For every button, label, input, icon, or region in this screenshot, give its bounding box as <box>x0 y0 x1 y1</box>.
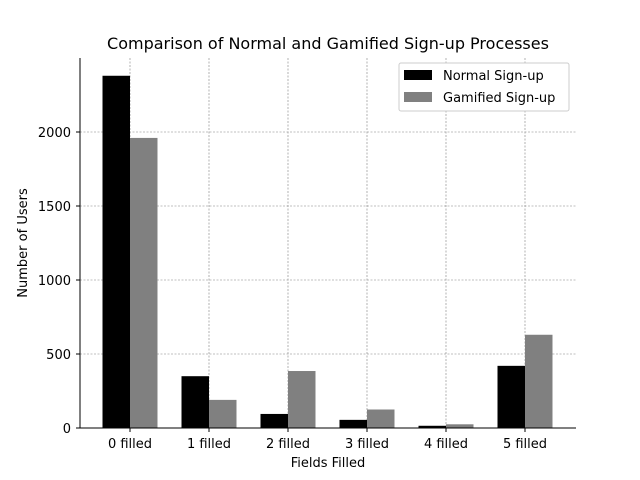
bar-gamified <box>288 371 316 428</box>
y-axis-label: Number of Users <box>16 188 31 298</box>
legend-box <box>398 62 570 112</box>
x-tick-label: 3 filled <box>345 437 389 452</box>
y-tick-label: 2000 <box>38 126 71 141</box>
legend-label-normal: Normal Sign-up <box>443 69 544 84</box>
bar-normal <box>418 425 446 428</box>
x-tick-labels: 0 filled 1 filled 2 filled 3 filled 4 filled… <box>108 428 547 452</box>
bar-gamified <box>367 409 395 428</box>
bar-gamified <box>130 137 158 429</box>
x-tick-label: 0 filled <box>108 437 152 452</box>
bar-normal <box>339 419 367 428</box>
y-tick-label: 1500 <box>38 200 71 215</box>
y-tick-label: 1000 <box>38 274 71 289</box>
x-tick-label: 5 filled <box>503 437 547 452</box>
x-axis-label: Fields Filled <box>291 456 366 471</box>
bar-gamified <box>446 424 474 428</box>
bar-normal <box>497 365 525 428</box>
bar-normal <box>102 75 130 428</box>
bar-gamified <box>525 334 553 428</box>
legend-label-gamified: Gamified Sign-up <box>443 91 555 106</box>
y-tick-label: 500 <box>46 348 71 363</box>
x-tick-label: 2 filled <box>266 437 310 452</box>
bar-gamified <box>209 399 237 428</box>
legend-swatch-normal <box>404 70 432 80</box>
y-tick-label: 0 <box>63 422 71 437</box>
bar-normal <box>260 413 288 428</box>
legend-swatch-gamified <box>404 92 432 102</box>
x-tick-label: 4 filled <box>424 437 468 452</box>
bar-normal <box>181 376 209 428</box>
y-tick-labels: 0 500 1000 1500 2000 <box>38 126 80 437</box>
x-tick-label: 1 filled <box>187 437 231 452</box>
legend: Normal Sign-up Gamified Sign-up <box>398 62 570 112</box>
bars-group <box>102 75 553 429</box>
chart-title: Comparison of Normal and Gamified Sign-u… <box>107 34 549 53</box>
